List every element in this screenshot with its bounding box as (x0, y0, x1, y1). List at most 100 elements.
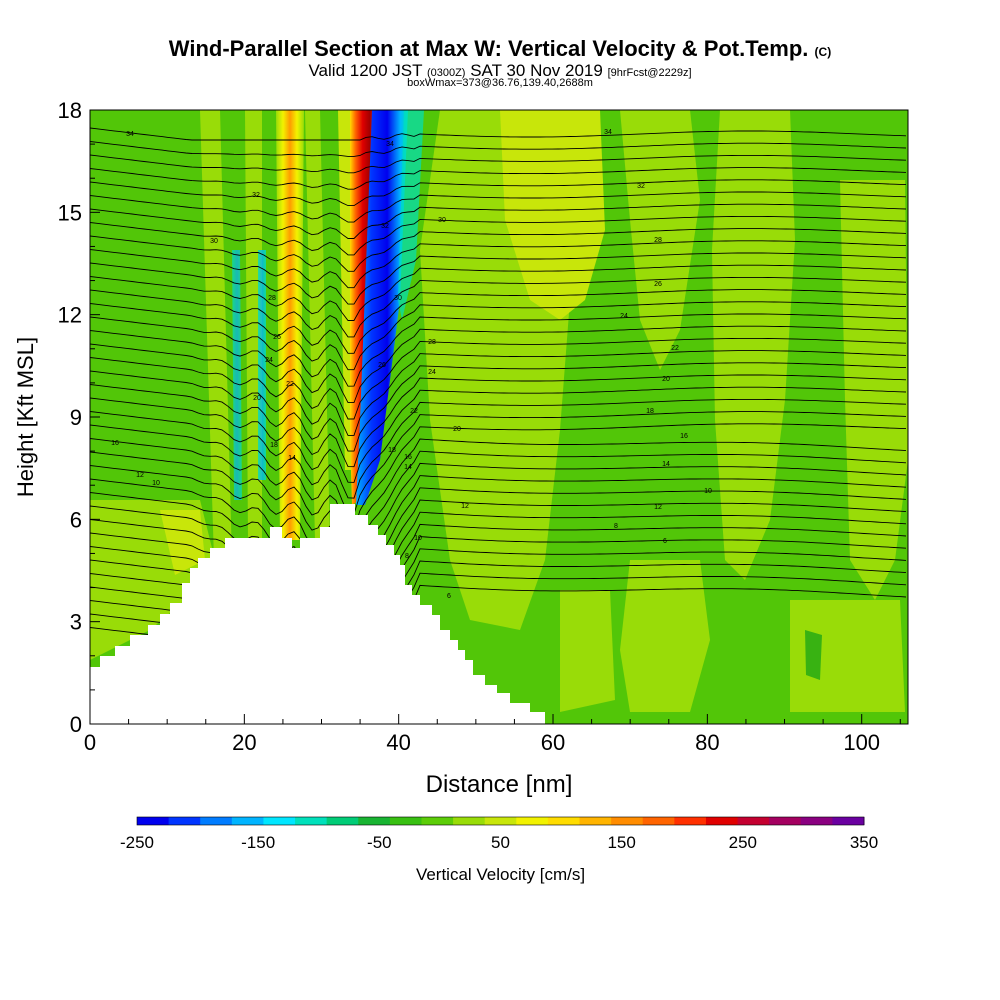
theta-label: 10 (152, 480, 160, 487)
colorbar-label: Vertical Velocity [cm/s] (416, 865, 585, 884)
theta-label: 20 (662, 376, 670, 383)
colorbar-swatch (263, 817, 296, 825)
colorbar-swatch (168, 817, 201, 825)
y-tick-label: 15 (58, 200, 82, 225)
theta-label: 32 (252, 192, 260, 199)
theta-label: 24 (620, 313, 628, 320)
theta-label: 10 (704, 488, 712, 495)
theta-label: 26 (273, 334, 281, 341)
colorbar-tick-label: -150 (241, 833, 275, 852)
field-yellowish-region (500, 110, 605, 320)
x-tick-label: 40 (386, 730, 410, 755)
axes: 0 20 40 60 80 100 0 3 6 9 12 15 18 Distance [nm] Heigh… (13, 98, 901, 798)
field-streak (245, 110, 262, 540)
field-light-region (560, 590, 615, 712)
downdraft-band-narrow (258, 250, 266, 480)
theta-label: 16 (111, 440, 119, 447)
theta-label: 26 (378, 362, 386, 369)
theta-label: 6 (663, 538, 667, 545)
theta-contour (90, 179, 907, 207)
colorbar-swatch (200, 817, 233, 825)
x-tick-label: 100 (843, 730, 880, 755)
chart-subtitle: Valid 1200 JST (0300Z) SAT 30 Nov 2019 [… (308, 61, 692, 80)
colorbar-swatch (137, 817, 170, 825)
colorbar-swatch (326, 817, 359, 825)
theta-label: 28 (268, 295, 276, 302)
colorbar-swatch (484, 817, 517, 825)
theta-contour (90, 374, 907, 468)
y-tick-label: 18 (58, 98, 82, 123)
theta-label: 14 (662, 461, 670, 468)
theta-contour (90, 215, 907, 256)
theta-contour (90, 475, 907, 593)
colorbar-swatch (674, 817, 707, 825)
colorbar-swatch (611, 817, 644, 825)
theta-contour (90, 313, 907, 387)
potential-temperature-labels: 34 32 30 28 26 24 22 20 18 16 14 12 10 34 32 30 28 26 24 22… (111, 129, 712, 600)
theta-label: 32 (381, 223, 389, 230)
theta-label: 18 (388, 447, 396, 454)
theta-contour (90, 350, 907, 436)
theta-label: 20 (253, 395, 261, 402)
theta-label: 8 (614, 523, 618, 530)
colorbar-swatch (769, 817, 802, 825)
field-light-region (712, 110, 795, 580)
theta-label: 14 (404, 464, 412, 471)
theta-label: 18 (646, 408, 654, 415)
colorbar-tick-label: 350 (850, 833, 878, 852)
colorbar-swatch (737, 817, 770, 825)
copyright-mark: (C) (814, 45, 832, 59)
y-tick-label: 0 (70, 712, 82, 737)
theta-contour (90, 423, 907, 530)
x-tick-label: 60 (541, 730, 565, 755)
colorbar-swatch (389, 817, 422, 825)
colorbar-swatch (579, 817, 612, 825)
y-tick-label: 9 (70, 405, 82, 430)
y-tick-label: 12 (58, 303, 82, 328)
theta-contour (90, 191, 907, 223)
theta-label: 26 (654, 281, 662, 288)
colorbar-swatch (358, 817, 391, 825)
field-dark-patch (805, 630, 822, 680)
theta-label: 12 (136, 472, 144, 479)
colorbar-tick-label: 150 (607, 833, 635, 852)
theta-label: 12 (654, 504, 662, 511)
theta-contour (90, 362, 907, 452)
theta-label: 16 (680, 433, 688, 440)
colorbar-swatch (453, 817, 486, 825)
colorbar-swatch (642, 817, 675, 825)
theta-label: 12 (461, 503, 469, 510)
colorbar-swatch (705, 817, 739, 825)
colorbar-swatch (295, 817, 328, 825)
theta-label: 28 (654, 237, 662, 244)
theta-contour (90, 203, 907, 239)
theta-label: 14 (288, 455, 296, 462)
colorbar-swatch (231, 817, 264, 825)
theta-contour (90, 438, 907, 546)
colorbar-swatch (832, 817, 865, 825)
colorbar-swatch (547, 817, 581, 825)
colorbar-frame (136, 816, 865, 826)
theta-label: 22 (410, 408, 418, 415)
field-light-region (620, 560, 710, 712)
theta-label: 34 (386, 141, 394, 148)
theta-label: 22 (671, 345, 679, 352)
y-tick-label: 3 (70, 610, 82, 635)
theta-contour (90, 301, 907, 371)
theta-label: 22 (286, 381, 294, 388)
colorbar-swatch (421, 817, 454, 825)
theta-label: 24 (265, 357, 273, 364)
colorbar-tick-label: 50 (491, 833, 510, 852)
theta-contour (90, 386, 907, 483)
theta-contour (90, 450, 907, 562)
field-yellowish-region (160, 510, 205, 575)
theta-label: 30 (394, 295, 402, 302)
field-light-region (840, 180, 908, 600)
theta-contour (90, 411, 907, 515)
theta-label: 34 (604, 129, 612, 136)
theta-contour (90, 252, 907, 305)
theta-contour (90, 228, 907, 272)
colorbar-tick-label: -50 (367, 833, 392, 852)
chart-subtitle-box-max: boxWmax=373@36.76,139.40,2688m (407, 77, 593, 89)
theta-label: 34 (126, 131, 134, 138)
